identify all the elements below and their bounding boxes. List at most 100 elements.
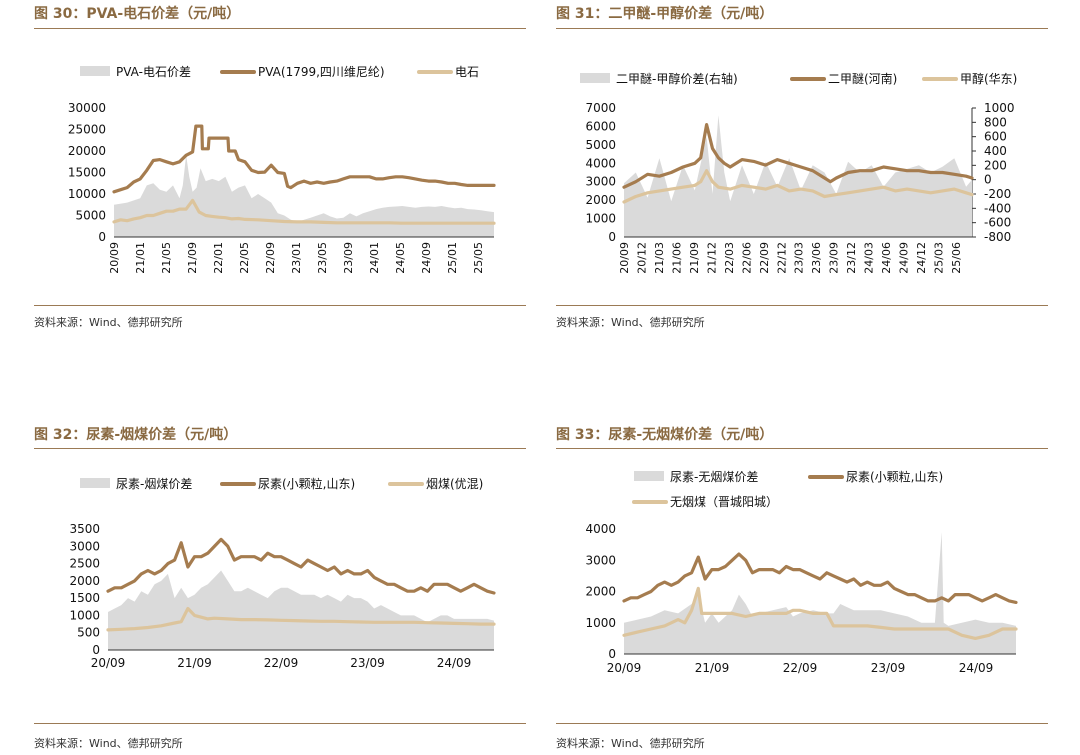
x-tick-label: 21/03 — [653, 242, 666, 274]
chart-title: 图 33：尿素-无烟煤价差（元/吨） — [556, 427, 774, 443]
chart-svg: 尿素-烟煤价差 尿素(小颗粒,山东) 烟煤(优混) 3500 3000 2500 2000 1… — [69, 476, 496, 670]
y2-tick-label: 400 — [984, 144, 1007, 158]
y-tick-label: 0 — [98, 230, 106, 244]
y-tick-label: 3000 — [585, 175, 616, 189]
x-tick-label: 25/01 — [446, 242, 459, 274]
y2-tick-label: 800 — [984, 115, 1007, 129]
title-rule — [34, 448, 526, 449]
series-area-spread — [108, 570, 494, 650]
x-tick-label: 24/03 — [863, 242, 876, 274]
y-tick-label: 25000 — [68, 123, 106, 137]
y-tick-label: 0 — [608, 230, 616, 244]
chart-svg: 二甲醚-甲醇价差(右轴) 二甲醚(河南) 甲醇(华东)700060005000400… — [580, 71, 1017, 274]
x-tick-label: 24/09 — [959, 661, 994, 675]
x-tick-label: 22/05 — [238, 242, 251, 274]
x-tick-label: 22/09 — [783, 661, 818, 675]
chart-svg: PVA-电石价差 PVA(1799,四川维尼纶) 电石 30000 25000 20000… — [68, 65, 496, 274]
y-tick-label: 10000 — [68, 187, 106, 201]
x-tick-label: 20/12 — [635, 242, 648, 274]
series-line-main — [622, 123, 974, 189]
x-tick-label: 23/01 — [290, 242, 303, 274]
y-tick-label: 1000 — [585, 212, 616, 226]
y-tick-label: 500 — [77, 626, 100, 640]
legend-label: 尿素-无烟煤价差 — [670, 470, 758, 484]
chart-title: 图 31：二甲醚-甲醇价差（元/吨） — [556, 6, 774, 22]
series-area-spread — [624, 115, 972, 237]
y-tick-label: 1500 — [69, 591, 100, 605]
y-tick-label: 0 — [608, 647, 616, 661]
y-tick-label: 3500 — [69, 522, 100, 536]
source-note: 资料来源：Wind、德邦研究所 — [34, 737, 183, 750]
x-tick-label: 23/09 — [828, 242, 841, 274]
legend-swatch-spread — [80, 478, 110, 488]
x-tick-label: 23/09 — [350, 656, 385, 670]
x-tick-label: 20/09 — [618, 242, 631, 274]
series-line-main — [622, 552, 1018, 604]
x-tick-label: 23/12 — [845, 242, 858, 274]
y2-tick-label: 1000 — [984, 101, 1015, 115]
x-tick-label: 20/09 — [607, 661, 642, 675]
x-tick-label: 23/06 — [810, 242, 823, 274]
y-tick-label: 20000 — [68, 144, 106, 158]
x-tick-label: 21/09 — [177, 656, 212, 670]
chart-panel-33: 图 33：尿素-无烟煤价差（元/吨） 尿素-无烟煤价差 尿素(小颗粒,山东) 无烟煤… — [556, 422, 1048, 755]
y-tick-label: 1000 — [69, 608, 100, 622]
footer-rule — [34, 305, 526, 306]
y-tick-label: 3000 — [69, 539, 100, 553]
y-tick-label: 2500 — [69, 557, 100, 571]
x-tick-label: 22/12 — [775, 242, 788, 274]
legend-label: 尿素(小颗粒,山东) — [258, 476, 355, 491]
x-tick-label: 24/01 — [368, 242, 381, 274]
legend-label: PVA(1799,四川维尼纶) — [258, 65, 385, 79]
y-tick-label: 7000 — [585, 101, 616, 115]
y-tick-label: 15000 — [68, 166, 106, 180]
x-tick-label: 23/03 — [793, 242, 806, 274]
y-tick-label: 5000 — [75, 209, 106, 223]
x-tick-label: 22/01 — [212, 242, 225, 274]
x-tick-label: 24/09 — [437, 656, 472, 670]
y-tick-label: 3000 — [585, 553, 616, 567]
legend-label: 尿素-烟煤价差 — [116, 477, 192, 491]
legend-swatch-spread — [580, 73, 610, 83]
legend-label: 电石 — [455, 65, 479, 79]
y2-tick-label: 600 — [984, 130, 1007, 144]
title-rule — [556, 28, 1048, 29]
y-tick-label: 2000 — [69, 574, 100, 588]
x-tick-label: 21/12 — [705, 242, 718, 274]
y-tick-label: 0 — [92, 643, 100, 657]
y-tick-label: 30000 — [68, 101, 106, 115]
series-line-raw — [112, 198, 496, 225]
y-tick-label: 5000 — [585, 138, 616, 152]
x-tick-label: 22/09 — [758, 242, 771, 274]
x-tick-label: 21/09 — [688, 242, 701, 274]
source-note: 资料来源：Wind、德邦研究所 — [34, 316, 183, 329]
chart-title: 图 30：PVA-电石价差（元/吨） — [34, 6, 241, 22]
chart-title: 图 32：尿素-烟煤价差（元/吨） — [34, 427, 238, 443]
series-area-spread — [624, 532, 1016, 654]
y-tick-label: 4000 — [585, 156, 616, 170]
chart-panel-31: 图 31：二甲醚-甲醇价差（元/吨） 二甲醚-甲醇价差(右轴) 二甲醚(河南) 甲醇… — [556, 0, 1048, 335]
x-tick-label: 21/09 — [695, 661, 730, 675]
x-tick-label: 21/06 — [670, 242, 683, 274]
chart-panel-30: 图 30：PVA-电石价差（元/吨） PVA-电石价差 PVA(1799,四川维尼… — [34, 0, 526, 335]
x-tick-label: 23/09 — [342, 242, 355, 274]
x-tick-label: 22/06 — [740, 242, 753, 274]
x-tick-label: 20/09 — [108, 242, 121, 274]
source-note: 资料来源：Wind、德邦研究所 — [556, 737, 705, 750]
x-tick-label: 20/09 — [91, 656, 126, 670]
title-rule — [34, 28, 526, 29]
x-tick-label: 23/05 — [316, 242, 329, 274]
y-tick-label: 2000 — [585, 585, 616, 599]
series-line-raw — [622, 586, 1018, 640]
legend-label: 尿素(小颗粒,山东) — [846, 469, 943, 484]
legend-label: 甲醇(华东) — [960, 71, 1017, 86]
series-line-main — [106, 537, 496, 595]
x-tick-label: 21/05 — [160, 242, 173, 274]
x-tick-label: 25/05 — [472, 242, 485, 274]
source-note: 资料来源：Wind、德邦研究所 — [556, 316, 705, 329]
y-tick-label: 1000 — [585, 616, 616, 630]
y-tick-label: 6000 — [585, 119, 616, 133]
y-tick-label: 4000 — [585, 522, 616, 536]
chart-panel-32: 图 32：尿素-烟煤价差（元/吨） 尿素-烟煤价差 尿素(小颗粒,山东) 烟煤(优混… — [34, 422, 526, 755]
x-tick-label: 23/09 — [871, 661, 906, 675]
